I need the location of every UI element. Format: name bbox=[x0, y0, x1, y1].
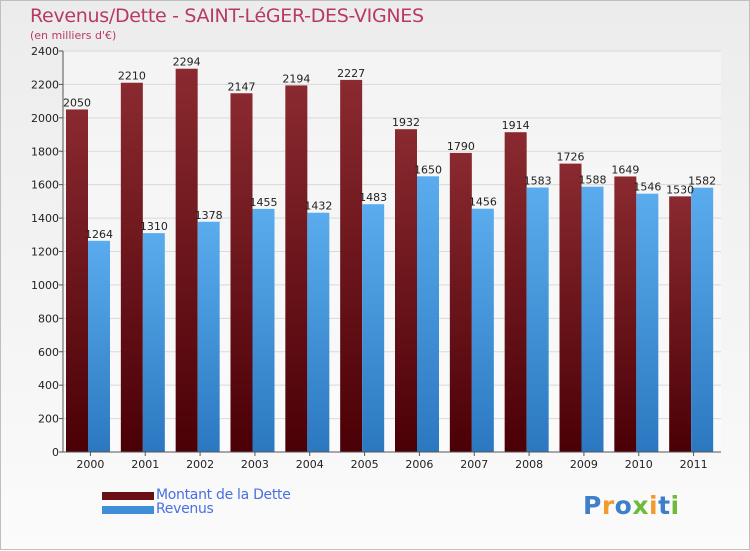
data-label-revenus-2008: 1583 bbox=[524, 175, 552, 188]
x-tick-label: 2006 bbox=[405, 458, 433, 471]
data-label-debt-2010: 1649 bbox=[611, 163, 639, 176]
data-label-debt-2002: 2294 bbox=[173, 56, 201, 69]
data-label-debt-2009: 1726 bbox=[557, 151, 585, 164]
bar-revenus-2004 bbox=[307, 212, 330, 452]
data-label-debt-2005: 2227 bbox=[337, 67, 365, 80]
y-tick-label: 1200 bbox=[31, 246, 59, 259]
legend-label-debt: Montant de la Dette bbox=[156, 487, 291, 503]
y-tick-label: 1800 bbox=[31, 145, 59, 158]
x-tick-label: 2003 bbox=[241, 458, 269, 471]
bar-revenus-2001 bbox=[142, 233, 165, 452]
x-tick-label: 2000 bbox=[76, 458, 104, 471]
proxiti-logo: Proxiti bbox=[583, 491, 680, 520]
legend-swatch-debt bbox=[102, 492, 154, 500]
logo-letter: P bbox=[583, 491, 602, 520]
data-label-revenus-2003: 1455 bbox=[250, 196, 278, 209]
bar-debt-2004 bbox=[285, 85, 308, 453]
x-tick-label: 2004 bbox=[296, 458, 324, 471]
bar-revenus-2010 bbox=[636, 193, 659, 453]
data-label-revenus-2009: 1588 bbox=[579, 174, 607, 187]
data-label-revenus-2002: 1378 bbox=[195, 209, 223, 222]
data-label-revenus-2011: 1582 bbox=[688, 175, 716, 188]
chart-subtitle: (en milliers d'€) bbox=[30, 29, 117, 42]
y-tick-label: 800 bbox=[38, 312, 59, 325]
x-tick-label: 2010 bbox=[625, 458, 653, 471]
y-tick-label: 400 bbox=[38, 379, 59, 392]
x-tick-label: 2001 bbox=[131, 458, 159, 471]
y-tick-label: 2000 bbox=[31, 112, 59, 125]
logo-letter: t bbox=[658, 491, 671, 520]
data-label-debt-2011: 1530 bbox=[666, 183, 694, 196]
data-label-revenus-2005: 1483 bbox=[359, 191, 387, 204]
bar-revenus-2005 bbox=[362, 204, 385, 452]
y-tick-label: 2400 bbox=[31, 45, 59, 58]
logo-letter: o bbox=[614, 491, 633, 520]
y-tick-label: 200 bbox=[38, 413, 59, 426]
bar-debt-2005 bbox=[340, 79, 363, 452]
gridlines bbox=[63, 50, 721, 453]
legend-swatch-revenus bbox=[102, 506, 154, 514]
bar-revenus-2009 bbox=[581, 186, 604, 452]
bar-debt-2010 bbox=[614, 176, 637, 452]
y-tick-label: 1400 bbox=[31, 212, 59, 225]
bar-revenus-2002 bbox=[197, 221, 220, 452]
y-tick-label: 600 bbox=[38, 346, 59, 359]
y-tick-label: 2200 bbox=[31, 78, 59, 91]
logo-letter: i bbox=[670, 491, 680, 520]
bar-debt-2000 bbox=[66, 109, 88, 453]
bar-revenus-2007 bbox=[471, 208, 494, 452]
axes: 0 200 400 600 800 1000 1200 1400 1600 1800 2000 220… bbox=[31, 45, 721, 471]
data-label-debt-2004: 2194 bbox=[282, 72, 310, 85]
data-labels: 2050 1264 2210 1310 2294 1378 2147 1455 2194 1432… bbox=[63, 56, 716, 241]
bar-debt-2006 bbox=[395, 129, 417, 452]
x-tick-label: 2008 bbox=[515, 458, 543, 471]
logo-letter: r bbox=[601, 491, 615, 520]
data-label-debt-2001: 2210 bbox=[118, 70, 146, 83]
bar-debt-2002 bbox=[175, 68, 198, 453]
bar-debt-2009 bbox=[559, 163, 582, 452]
x-tick-label: 2009 bbox=[570, 458, 598, 471]
data-label-revenus-2007: 1456 bbox=[469, 196, 497, 209]
bar-revenus-2011 bbox=[691, 187, 714, 452]
data-label-debt-2007: 1790 bbox=[447, 140, 475, 153]
data-label-revenus-2001: 1310 bbox=[140, 220, 168, 233]
data-label-debt-2006: 1932 bbox=[392, 116, 420, 129]
y-tick-label: 1600 bbox=[31, 179, 59, 192]
x-tick-label: 2005 bbox=[351, 458, 379, 471]
bar-revenus-2008 bbox=[526, 187, 549, 452]
data-label-revenus-2006: 1650 bbox=[414, 163, 442, 176]
bar-revenus-2003 bbox=[252, 208, 275, 452]
bar-debt-2001 bbox=[120, 82, 143, 452]
y-tick-label: 0 bbox=[52, 446, 59, 459]
chart-title: Revenus/Dette - SAINT-LéGER-DES-VIGNES bbox=[30, 5, 424, 27]
bar-revenus-2006 bbox=[417, 176, 439, 452]
bars bbox=[66, 68, 714, 453]
data-label-debt-2003: 2147 bbox=[228, 80, 256, 93]
y-tick-label: 1000 bbox=[31, 279, 59, 292]
bar-debt-2007 bbox=[449, 152, 472, 452]
x-tick-label: 2011 bbox=[680, 458, 708, 471]
x-tick-label: 2002 bbox=[186, 458, 214, 471]
bar-debt-2003 bbox=[230, 93, 253, 452]
logo-letter: i bbox=[649, 491, 659, 520]
x-tick-label: 2007 bbox=[460, 458, 488, 471]
data-label-debt-2008: 1914 bbox=[502, 119, 530, 132]
data-label-revenus-2000: 1264 bbox=[85, 228, 113, 241]
data-label-revenus-2010: 1546 bbox=[633, 181, 661, 194]
legend-label-revenus: Revenus bbox=[156, 501, 214, 517]
data-label-debt-2000: 2050 bbox=[63, 96, 91, 109]
bar-debt-2008 bbox=[504, 132, 527, 452]
logo-letter: x bbox=[632, 491, 649, 520]
bar-revenus-2000 bbox=[88, 240, 110, 452]
data-label-revenus-2004: 1432 bbox=[304, 200, 332, 213]
bar-debt-2011 bbox=[669, 196, 692, 452]
